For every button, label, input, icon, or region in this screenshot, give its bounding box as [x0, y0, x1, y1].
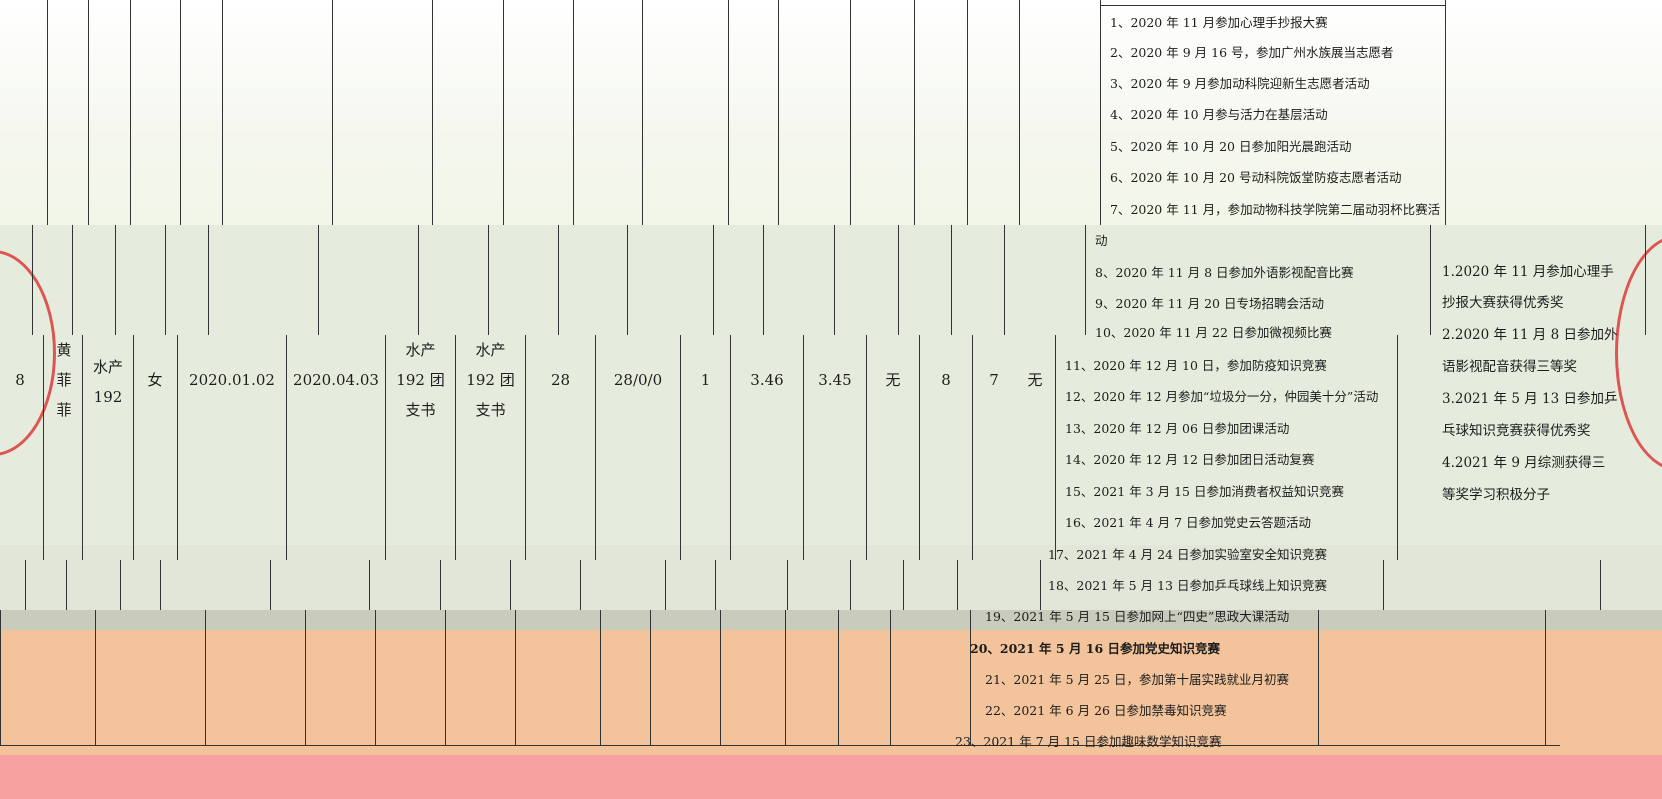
recommend-line-1: 水产 [405, 341, 436, 359]
row-index: 8 [15, 371, 25, 389]
position-line-1: 水产 [475, 341, 506, 359]
position-line-3: 支书 [475, 401, 506, 419]
activity-item: 5、2020 年 10 月 20 日参加阳光晨跑活动 [1110, 139, 1352, 154]
hours-split-cell: 28/0/0 [613, 371, 663, 389]
scan-band-middle-2 [0, 545, 1662, 610]
gpa-cell-2: 3.45 [818, 371, 852, 389]
rank-cell-1: 8 [941, 371, 951, 389]
activity-item: 3、2020 年 9 月参加动科院迎新生志愿者活动 [1110, 76, 1370, 91]
activity-item: 6、2020 年 10 月 20 号动科院饭堂防疫志愿者活动 [1110, 170, 1402, 185]
gpa-cell-1: 3.46 [750, 371, 784, 389]
activity-item: 22、2021 年 6 月 26 日参加禁毒知识竞赛 [985, 703, 1227, 718]
award-line: 3.2021 年 5 月 13 日参加乒 [1442, 391, 1618, 407]
scan-band-middle [0, 225, 1662, 570]
activity-item: 2、2020 年 9 月 16 号，参加广州水族展当志愿者 [1110, 45, 1394, 60]
award-line: 1.2020 年 11 月参加心理手 [1442, 264, 1614, 280]
award-line: 2.2020 年 11 月 8 日参加外 [1442, 327, 1618, 343]
activity-item: 17、2021 年 4 月 24 日参加实验室安全知识竞赛 [1048, 547, 1327, 562]
scan-band-top [0, 0, 1662, 225]
recommend-line-3: 支书 [405, 401, 436, 419]
activist-date-cell: 2020.04.03 [293, 371, 379, 389]
class-name-line-1: 水产 [92, 358, 123, 376]
activity-item: 4、2020 年 10 月参与活力在基层活动 [1110, 107, 1328, 122]
award-line: 语影视配音获得三等奖 [1442, 359, 1577, 375]
activity-item: 20、2021 年 5 月 16 日参加党史知识竞赛 [970, 641, 1221, 656]
activity-item: 14、2020 年 12 月 12 日参加团日活动复赛 [1065, 452, 1315, 467]
award-line: 乓球知识竞赛获得优秀奖 [1442, 423, 1591, 439]
award-line: 4.2021 年 9 月综测获得三 [1442, 455, 1606, 471]
count-cell: 1 [700, 371, 711, 389]
activity-item: 7、2020 年 11 月，参加动物科技学院第二届动羽杯比赛活 [1110, 202, 1441, 217]
rank-cell-2: 7 [989, 371, 999, 389]
gender-cell: 女 [147, 371, 163, 389]
activity-item: 8、2020 年 11 月 8 日参加外语影视配音比赛 [1095, 265, 1354, 280]
activity-item: 23、2021 年 7 月 15 日参加趣味数学知识竞赛 [955, 734, 1222, 749]
class-name-line-2: 192 [93, 388, 123, 406]
activity-item: 12、2020 年 12 月参加“垃圾分一分，仲园美十分”活动 [1065, 389, 1379, 404]
activity-item: 18、2021 年 5 月 13 日参加乒乓球线上知识竞赛 [1048, 578, 1327, 593]
activity-item: 动 [1095, 233, 1108, 248]
activity-item: 10、2020 年 11 月 22 日参加微视频比赛 [1095, 325, 1332, 340]
activity-item: 16、2021 年 4 月 7 日参加党史云答题活动 [1065, 515, 1311, 530]
scan-band-pink [0, 755, 1662, 799]
student-name-char-3: 菲 [56, 401, 72, 419]
activity-item: 15、2021 年 3 月 15 日参加消费者权益知识竞赛 [1065, 484, 1344, 499]
activity-item: 9、2020 年 11 月 20 日专场招聘会活动 [1095, 296, 1324, 311]
activity-item: 21、2021 年 5 月 25 日，参加第十届实践就业月初赛 [985, 672, 1289, 687]
activity-item: 13、2020 年 12 月 06 日参加团课活动 [1065, 421, 1290, 436]
award-line: 等奖学习积极分子 [1442, 487, 1550, 503]
award-line: 抄报大赛获得优秀奖 [1442, 295, 1564, 311]
activity-item: 1、2020 年 11 月参加心理手抄报大赛 [1110, 15, 1328, 30]
other-cell: 无 [1027, 371, 1043, 389]
student-name-char-1: 黄 [56, 341, 72, 359]
penalty-cell: 无 [885, 371, 901, 389]
apply-date-cell: 2020.01.02 [189, 371, 275, 389]
activity-item: 19、2021 年 5 月 15 日参加网上“四史”思政大课活动 [985, 609, 1290, 624]
scan-band-dark-strip [0, 610, 1662, 630]
recommend-line-2: 192 团 [396, 371, 445, 389]
volunteer-hours-cell: 28 [550, 371, 571, 389]
scan-band-orange [0, 630, 1662, 755]
position-line-2: 192 团 [466, 371, 515, 389]
student-name-char-2: 菲 [56, 371, 72, 389]
activity-item: 11、2020 年 12 月 10 日，参加防疫知识竞赛 [1065, 358, 1327, 373]
